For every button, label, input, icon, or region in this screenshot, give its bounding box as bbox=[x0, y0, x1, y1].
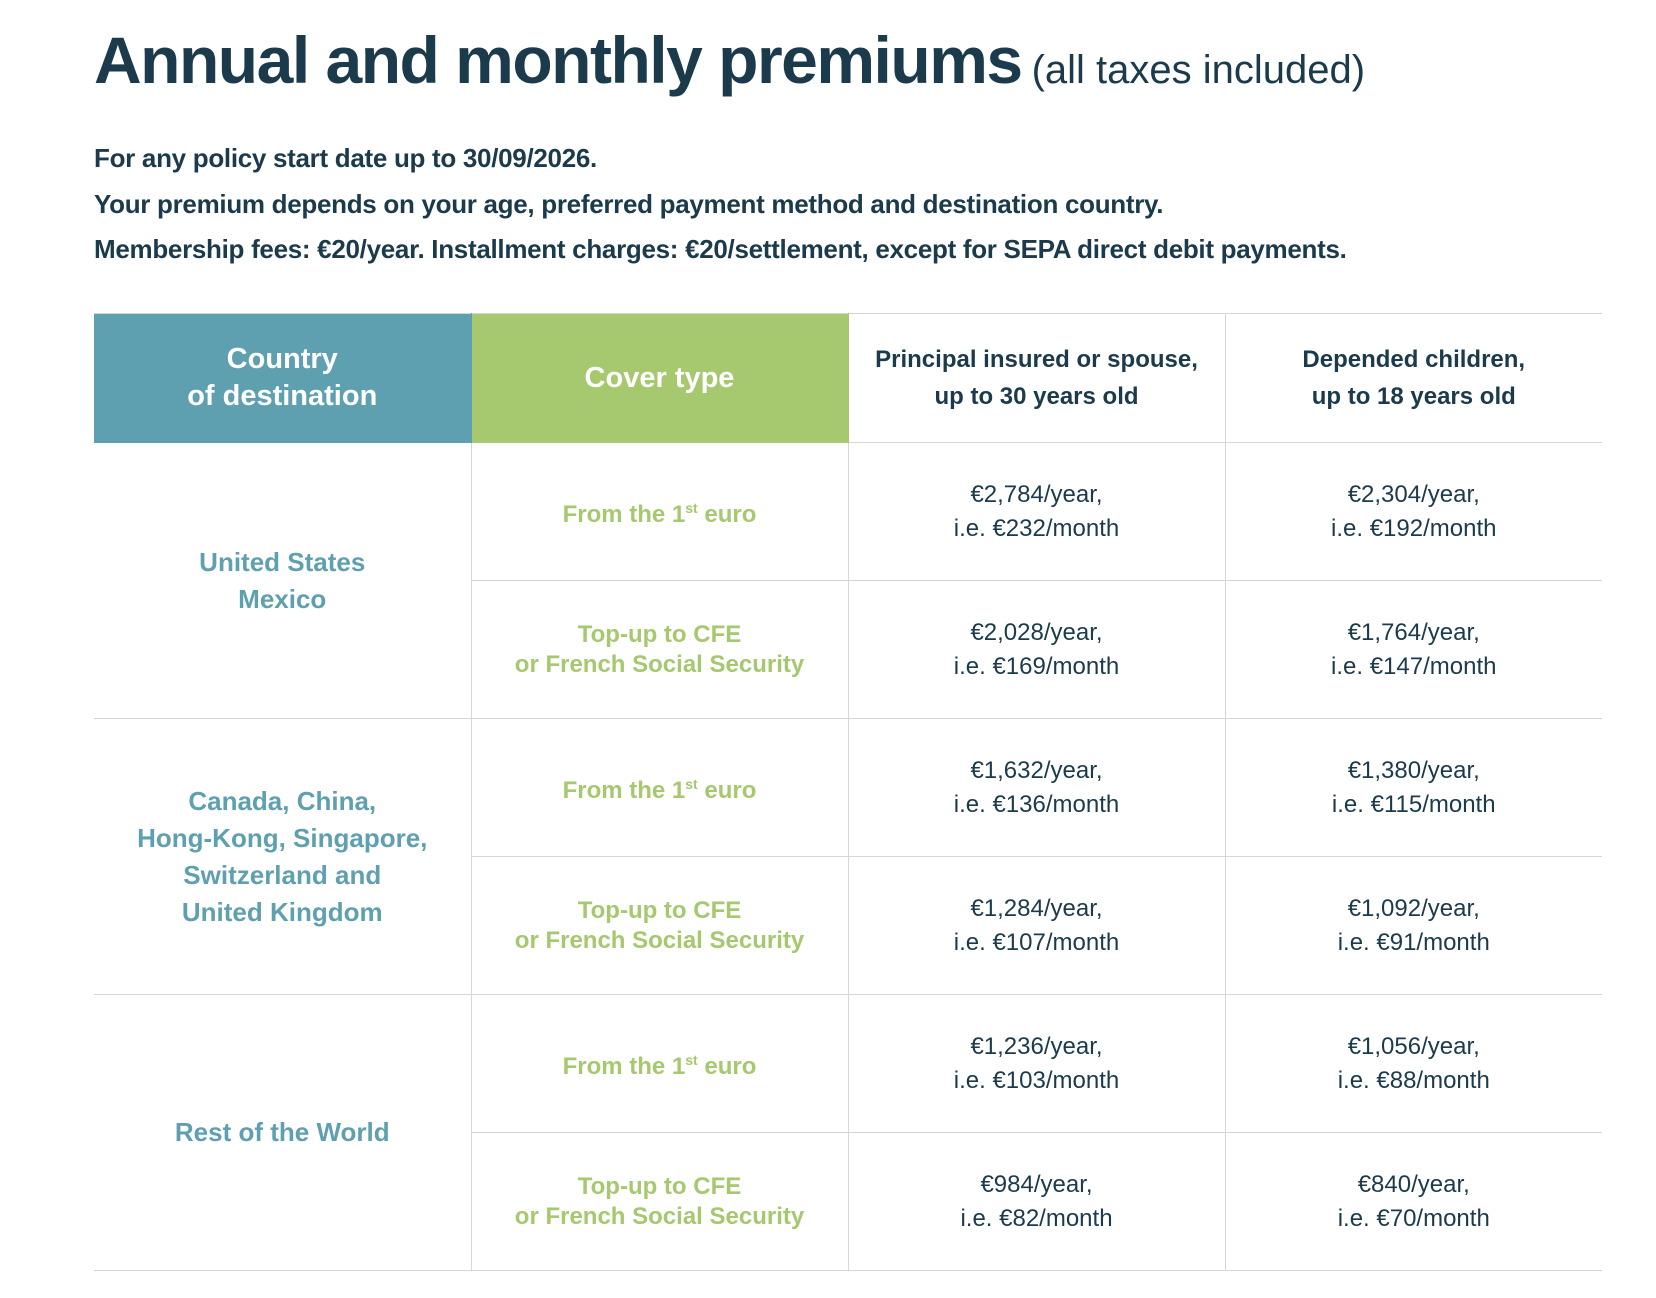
page-title: Annual and monthly premiums (all taxes in… bbox=[94, 22, 1365, 98]
price-children: €1,092/year, i.e. €91/month bbox=[1224, 856, 1602, 995]
monthly-price: i.e. €103/month bbox=[953, 1066, 1120, 1094]
table-header-row: Country of destination Cover type Princip… bbox=[94, 313, 1602, 443]
price-children: €2,304/year, i.e. €192/month bbox=[1224, 442, 1602, 581]
cover-first-euro: From the 1st euro bbox=[470, 442, 849, 581]
monthly-price: i.e. €136/month bbox=[953, 790, 1120, 818]
header-children: Depended children, up to 18 years old bbox=[1224, 313, 1602, 443]
country-cell: United States Mexico bbox=[94, 442, 472, 719]
cover-first-euro: From the 1st euro bbox=[470, 994, 849, 1133]
cover-label: From the 1 bbox=[562, 1053, 686, 1080]
monthly-price: i.e. €91/month bbox=[1337, 928, 1490, 956]
price-children: €840/year, i.e. €70/month bbox=[1224, 1132, 1602, 1271]
country-name: Rest of the World bbox=[174, 1117, 390, 1147]
header-principal: Principal insured or spouse, up to 30 yea… bbox=[847, 313, 1226, 443]
annual-price: €1,236/year, bbox=[970, 1032, 1103, 1060]
country-name: United Kingdom bbox=[181, 896, 383, 927]
table-row: Top-up to CFE or French Social Security €1… bbox=[94, 856, 1602, 995]
table-row: Top-up to CFE or French Social Security €9… bbox=[94, 1132, 1602, 1271]
annual-price: €1,380/year, bbox=[1347, 756, 1480, 784]
annual-price: €1,284/year, bbox=[970, 894, 1103, 922]
price-principal: €2,784/year, i.e. €232/month bbox=[847, 442, 1226, 581]
monthly-price: i.e. €232/month bbox=[953, 514, 1120, 542]
header-children-line: up to 18 years old bbox=[1311, 383, 1516, 410]
cover-label: or French Social Security bbox=[514, 1202, 805, 1230]
cover-label: or French Social Security bbox=[514, 926, 805, 954]
country-name: Switzerland and bbox=[183, 859, 382, 890]
price-children: €1,380/year, i.e. €115/month bbox=[1224, 718, 1602, 857]
country-name: Canada, China, bbox=[188, 785, 377, 816]
header-principal-line: up to 30 years old bbox=[934, 383, 1139, 410]
monthly-price: i.e. €147/month bbox=[1331, 652, 1497, 680]
annual-price: €840/year, bbox=[1357, 1170, 1470, 1198]
cover-label: or French Social Security bbox=[514, 650, 805, 678]
monthly-price: i.e. €115/month bbox=[1331, 790, 1496, 818]
monthly-price: i.e. €107/month bbox=[953, 928, 1120, 956]
cover-label: euro bbox=[697, 1053, 757, 1080]
annual-price: €1,632/year, bbox=[970, 756, 1103, 784]
table-row: United States Mexico From the 1st euro €2,7… bbox=[94, 442, 1602, 719]
country-cell: Rest of the World bbox=[94, 994, 472, 1271]
annual-price: €1,056/year, bbox=[1347, 1032, 1480, 1060]
price-principal: €1,236/year, i.e. €103/month bbox=[847, 994, 1226, 1133]
country-name: Mexico bbox=[238, 583, 327, 614]
cover-label: From the 1 bbox=[562, 501, 686, 528]
price-principal: €2,028/year, i.e. €169/month bbox=[847, 580, 1226, 719]
cover-first-euro: From the 1st euro bbox=[470, 718, 849, 857]
title-subtitle: (all taxes included) bbox=[1031, 48, 1366, 92]
intro-text: For any policy start date up to 30/09/20… bbox=[94, 136, 1347, 273]
header-cover-type: Cover type bbox=[470, 313, 849, 443]
monthly-price: i.e. €88/month bbox=[1337, 1066, 1490, 1094]
intro-start-date: For any policy start date up to 30/09/20… bbox=[94, 143, 597, 173]
table-row: Top-up to CFE or French Social Security €2… bbox=[94, 580, 1602, 719]
cover-label-sup: st bbox=[685, 776, 698, 792]
premiums-table: Country of destination Cover type Princip… bbox=[94, 313, 1602, 1271]
cover-label-sup: st bbox=[685, 500, 698, 516]
header-country-line: of destination bbox=[187, 380, 378, 412]
cover-label: From the 1 bbox=[562, 777, 686, 804]
country-name: Hong-Kong, Singapore, bbox=[137, 822, 428, 853]
cover-topup: Top-up to CFE or French Social Security bbox=[470, 1132, 849, 1271]
table-row: Canada, China, Hong-Kong, Singapore, Switz… bbox=[94, 718, 1602, 995]
cover-topup: Top-up to CFE or French Social Security bbox=[470, 580, 849, 719]
cover-label: Top-up to CFE bbox=[577, 1172, 742, 1200]
cover-label-sup: st bbox=[685, 1052, 698, 1068]
cover-topup: Top-up to CFE or French Social Security bbox=[470, 856, 849, 995]
monthly-price: i.e. €82/month bbox=[960, 1204, 1113, 1232]
cover-label: euro bbox=[697, 777, 757, 804]
monthly-price: i.e. €70/month bbox=[1337, 1204, 1490, 1232]
country-cell: Canada, China, Hong-Kong, Singapore, Switz… bbox=[94, 718, 472, 995]
price-principal: €984/year, i.e. €82/month bbox=[847, 1132, 1226, 1271]
cover-label: Top-up to CFE bbox=[577, 896, 742, 924]
price-principal: €1,632/year, i.e. €136/month bbox=[847, 718, 1226, 857]
country-name: United States bbox=[199, 546, 366, 577]
intro-fees: Membership fees: €20/year. Installment c… bbox=[94, 234, 1347, 264]
title-main: Annual and monthly premiums bbox=[94, 23, 1023, 97]
price-children: €1,764/year, i.e. €147/month bbox=[1224, 580, 1602, 719]
annual-price: €1,092/year, bbox=[1347, 894, 1480, 922]
header-children-line: Depended children, bbox=[1302, 346, 1526, 373]
cover-label: euro bbox=[697, 501, 757, 528]
header-country: Country of destination bbox=[94, 313, 472, 443]
price-children: €1,056/year, i.e. €88/month bbox=[1224, 994, 1602, 1133]
header-country-line: Country bbox=[226, 343, 338, 375]
annual-price: €2,028/year, bbox=[970, 618, 1103, 646]
annual-price: €1,764/year, bbox=[1347, 618, 1480, 646]
intro-premium-depends: Your premium depends on your age, prefer… bbox=[94, 188, 1164, 219]
monthly-price: i.e. €192/month bbox=[1331, 514, 1497, 542]
annual-price: €2,304/year, bbox=[1347, 480, 1480, 508]
annual-price: €984/year, bbox=[980, 1170, 1093, 1198]
annual-price: €2,784/year, bbox=[970, 480, 1103, 508]
price-principal: €1,284/year, i.e. €107/month bbox=[847, 856, 1226, 995]
cover-label: Top-up to CFE bbox=[577, 620, 742, 648]
monthly-price: i.e. €169/month bbox=[953, 652, 1120, 680]
table-row: Rest of the World From the 1st euro €1,236… bbox=[94, 994, 1602, 1271]
header-principal-line: Principal insured or spouse, bbox=[875, 346, 1198, 373]
